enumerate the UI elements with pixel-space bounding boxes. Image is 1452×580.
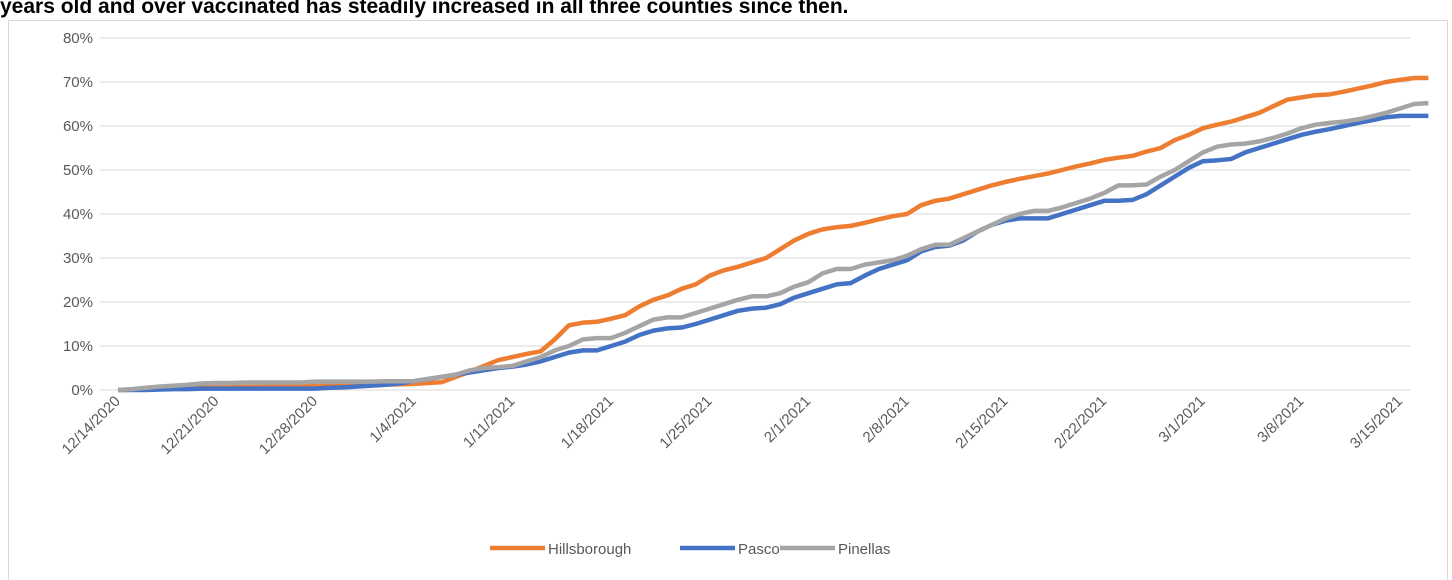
legend-item: Pasco bbox=[680, 541, 780, 558]
y-tick-label: 60% bbox=[63, 118, 93, 135]
y-tick-label: 0% bbox=[71, 382, 93, 399]
legend-label: Hillsborough bbox=[548, 541, 631, 558]
legend-item: Pinellas bbox=[780, 541, 891, 558]
series-line bbox=[118, 113, 1429, 393]
chart-frame bbox=[8, 20, 1448, 580]
series-line bbox=[117, 100, 1429, 393]
y-tick-label: 30% bbox=[63, 250, 93, 267]
legend-item: Hillsborough bbox=[490, 541, 631, 558]
y-tick-label: 70% bbox=[63, 74, 93, 91]
y-tick-label: 50% bbox=[63, 162, 93, 179]
legend-label: Pasco bbox=[738, 541, 780, 558]
y-tick-label: 40% bbox=[63, 206, 93, 223]
title-band bbox=[0, 0, 1452, 20]
legend-label: Pinellas bbox=[838, 541, 891, 558]
y-tick-label: 80% bbox=[63, 30, 93, 47]
y-tick-label: 10% bbox=[63, 338, 93, 355]
chart-title: years old and over vaccinated has steadi… bbox=[0, 0, 849, 18]
y-tick-label: 20% bbox=[63, 294, 93, 311]
